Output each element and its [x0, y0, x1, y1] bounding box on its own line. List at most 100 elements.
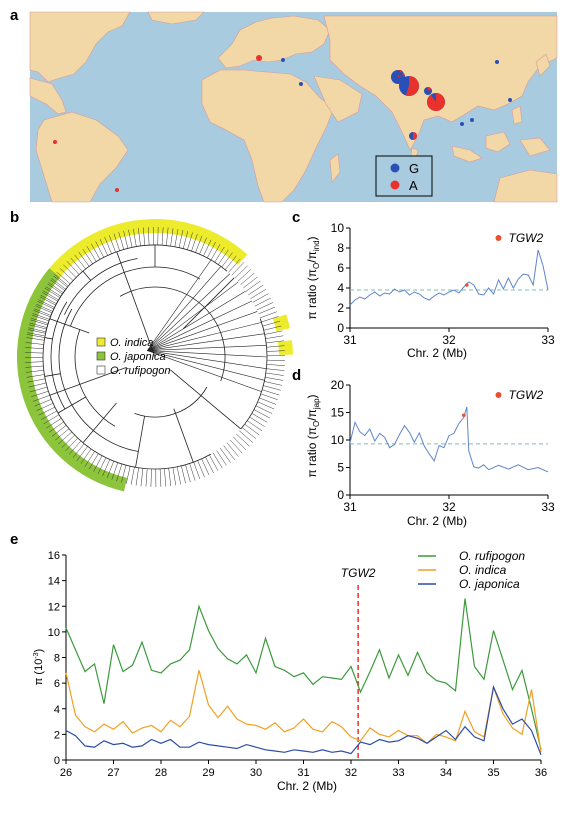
map-panel: G A	[30, 12, 557, 202]
site-circle	[281, 58, 285, 62]
y-tick-label: 14	[48, 576, 60, 588]
site-circle	[470, 118, 474, 122]
tree-leaf	[213, 453, 222, 468]
x-tick-label: 30	[250, 767, 262, 779]
tgw2-point	[465, 283, 469, 287]
tgw2-label: TGW2	[341, 566, 376, 580]
tree-leaf	[253, 294, 269, 303]
tree-leaf	[164, 469, 166, 487]
tree-branch-arc	[59, 309, 138, 452]
ylabel-sub2: ind	[312, 240, 321, 251]
tree-leaf	[173, 468, 176, 486]
ylabel-sub2: jap	[312, 398, 321, 410]
tree-leaf	[131, 467, 134, 485]
tree-leaf	[255, 298, 271, 306]
chart-e-ylabel: π (10-3)	[33, 649, 45, 685]
legend-a-swatch	[391, 181, 400, 190]
legend-indica-swatch	[97, 338, 105, 346]
tree-leaf	[217, 451, 227, 466]
x-tick-label: 34	[440, 767, 452, 779]
chart-e-legend: O. rufipogon O. indica O. japonica	[418, 549, 525, 591]
map-site-2	[399, 76, 419, 96]
tree-leaf	[265, 336, 283, 339]
map-site-6	[397, 70, 403, 76]
x-tick-label: 27	[107, 767, 119, 779]
tgw2-legend-dot	[496, 392, 502, 398]
legend-g-label: G	[409, 161, 419, 176]
tree-leaf	[235, 266, 248, 279]
x-tick-label: 31	[343, 333, 357, 347]
map-site-9	[281, 58, 285, 62]
ylabel-end: )	[305, 236, 319, 240]
tree-leaf	[238, 269, 251, 281]
panel-label-c: c	[292, 209, 300, 226]
x-tick-label: 31	[297, 767, 309, 779]
tree-leaf	[230, 440, 242, 453]
tgw2-legend-label: TGW2	[509, 231, 544, 245]
x-tick-label: 29	[202, 767, 214, 779]
tree-clade-band	[273, 314, 290, 331]
ylabel-end: )	[33, 649, 45, 653]
tree-leaf	[233, 437, 246, 450]
y-tick-label: 10	[331, 433, 345, 447]
tree-leaf	[220, 448, 230, 463]
tree-leaf	[267, 360, 285, 361]
ylabel-mid: /π	[305, 409, 319, 421]
tree-leaf	[236, 434, 249, 446]
map-site-13	[460, 122, 464, 126]
legend-indica-series-label: O. indica	[459, 563, 507, 577]
svg-text:π ratio (πO/πjap): π ratio (πO/πjap)	[305, 394, 321, 477]
map-site-12	[470, 118, 474, 122]
x-tick-label: 28	[155, 767, 167, 779]
tree-leaf	[247, 421, 262, 431]
y-tick-label: 2	[337, 301, 344, 315]
tree-clade-band	[278, 340, 293, 355]
series-line-1	[350, 407, 548, 472]
y-tick-label: 6	[54, 678, 60, 690]
tree-leaf	[251, 289, 266, 298]
y-tick-label: 6	[337, 261, 344, 275]
tgw2-legend-label: TGW2	[509, 388, 544, 402]
chart-d: π ratio (πO/πjap) Chr. 2 (Mb) 0510152031…	[305, 378, 555, 528]
y-tick-label: 10	[331, 221, 345, 235]
map-site-15	[53, 140, 57, 144]
x-tick-label: 36	[535, 767, 547, 779]
legend-japonica-label: O. japonica	[110, 351, 166, 363]
tree-leaf	[194, 462, 200, 479]
tree-leaf	[224, 445, 235, 459]
tree-branch	[58, 397, 86, 413]
x-tick-label: 31	[343, 500, 357, 514]
y-tick-label: 4	[54, 704, 60, 716]
map-site-10	[299, 82, 303, 86]
y-tick-label: 15	[331, 406, 345, 420]
tree-leaf	[264, 381, 282, 385]
svg-text:π (10-3): π (10-3)	[33, 649, 45, 685]
map-site-3	[427, 93, 445, 111]
tree-leaf	[265, 377, 283, 380]
tree-branch	[147, 274, 230, 351]
tree-leaf	[246, 281, 261, 292]
y-tick-label: 2	[54, 729, 60, 741]
x-tick-label: 33	[392, 767, 404, 779]
y-tick-label: 16	[48, 550, 60, 562]
y-tick-label: 8	[54, 653, 60, 665]
tree-leaf	[266, 373, 284, 376]
series-line-1	[350, 250, 548, 305]
tree-leaf	[239, 431, 253, 443]
tree-leaf	[126, 466, 130, 484]
site-circle	[495, 60, 499, 64]
site-circle	[299, 82, 303, 86]
tree-leaf	[151, 469, 152, 487]
site-circle	[115, 188, 119, 192]
tree-leaf	[261, 394, 278, 400]
series-line-o-rufipogon	[66, 599, 541, 750]
tree-leaf	[146, 469, 147, 487]
tree-leaf	[245, 424, 259, 435]
tree-leaf	[265, 331, 283, 335]
tree-leaf	[252, 413, 268, 422]
site-circle	[53, 140, 57, 144]
tree-branch	[83, 271, 91, 280]
ylabel-main: π ratio (π	[305, 427, 319, 478]
panel-label-b: b	[10, 209, 19, 226]
